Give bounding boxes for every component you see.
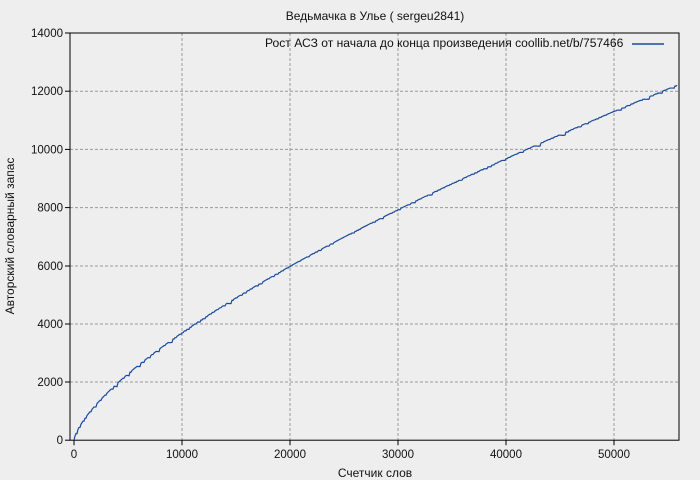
svg-text:10000: 10000 xyxy=(31,144,63,156)
svg-text:0: 0 xyxy=(57,435,63,447)
svg-text:14000: 14000 xyxy=(31,28,63,40)
svg-text:6000: 6000 xyxy=(37,261,63,273)
svg-text:Рост АСЗ от начала до конца пр: Рост АСЗ от начала до конца произведения… xyxy=(265,36,624,50)
svg-text:30000: 30000 xyxy=(382,449,414,461)
svg-text:Счетчик слов: Счетчик слов xyxy=(338,466,412,480)
svg-text:40000: 40000 xyxy=(490,449,522,461)
svg-text:2000: 2000 xyxy=(37,377,63,389)
svg-text:50000: 50000 xyxy=(598,449,630,461)
svg-text:4000: 4000 xyxy=(37,319,63,331)
svg-text:20000: 20000 xyxy=(274,449,306,461)
svg-text:0: 0 xyxy=(71,449,77,461)
svg-text:10000: 10000 xyxy=(166,449,198,461)
svg-text:12000: 12000 xyxy=(31,86,63,98)
svg-text:Ведьмачка в Улье ( sergeu2841): Ведьмачка в Улье ( sergeu2841) xyxy=(286,9,465,23)
svg-text:Авторский словарный запас: Авторский словарный запас xyxy=(3,158,17,315)
svg-text:8000: 8000 xyxy=(37,203,63,215)
